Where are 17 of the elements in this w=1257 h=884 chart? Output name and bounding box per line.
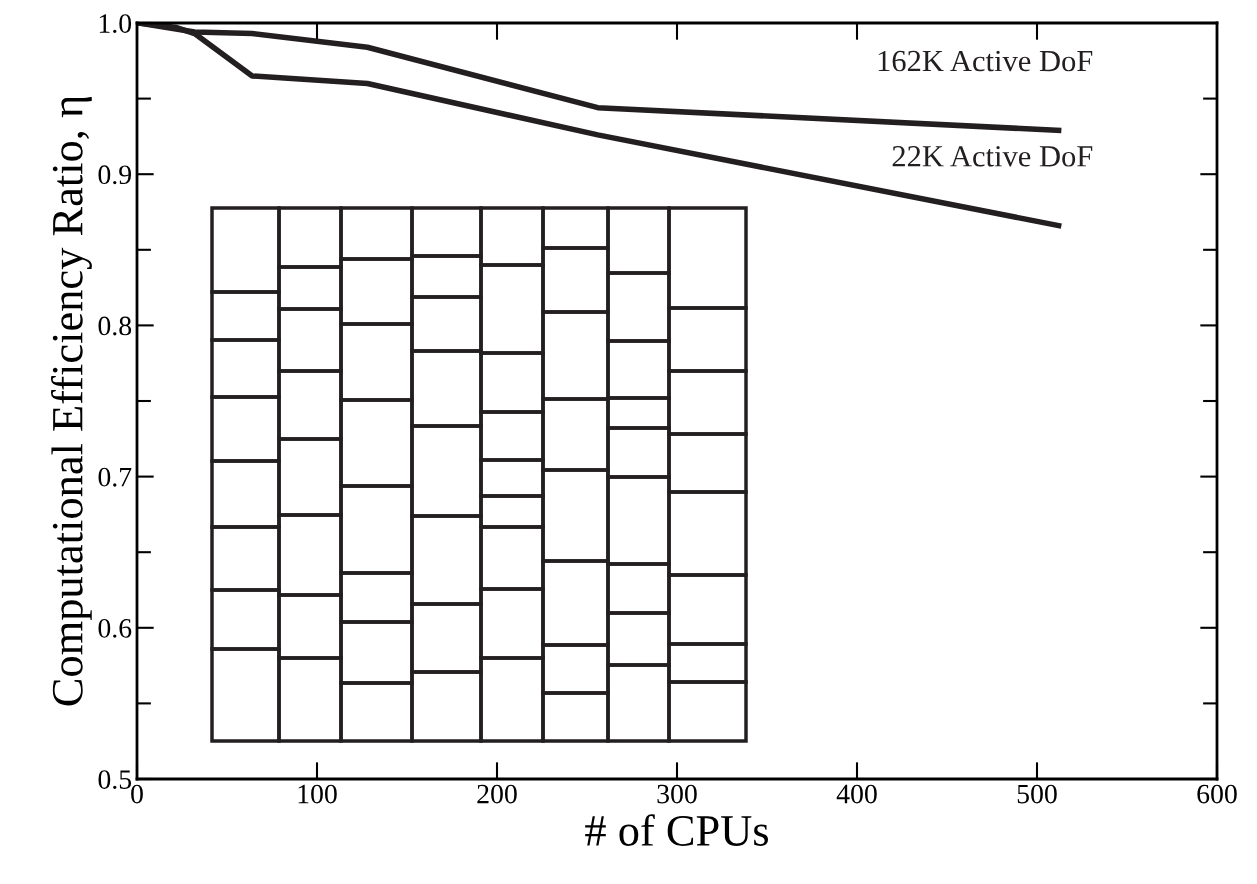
y-axis-title: Computational Efficiency Ratio, η [50, 97, 92, 706]
y-tick-label: 0.8 [98, 316, 132, 336]
x-axis-title: # of CPUs [585, 814, 768, 846]
x-tick-label: 100 [298, 784, 337, 804]
series-label: 162K Active DoF [878, 50, 1093, 72]
y-tick-label: 0.9 [98, 165, 131, 185]
x-tick-label: 200 [477, 784, 517, 804]
x-tick-label: 300 [657, 784, 697, 804]
y-tick-label: 1.0 [99, 14, 132, 34]
x-tick-label: 600 [1197, 784, 1237, 804]
x-tick-label: 400 [836, 784, 877, 804]
y-tick-label: 0.5 [98, 770, 132, 790]
y-tick-label: 0.6 [98, 618, 132, 638]
y-tick-label: 0.7 [98, 467, 132, 487]
series-label: 22K Active DoF [892, 146, 1093, 167]
x-tick-label: 500 [1017, 784, 1057, 804]
x-tick-label: 0 [131, 784, 143, 804]
